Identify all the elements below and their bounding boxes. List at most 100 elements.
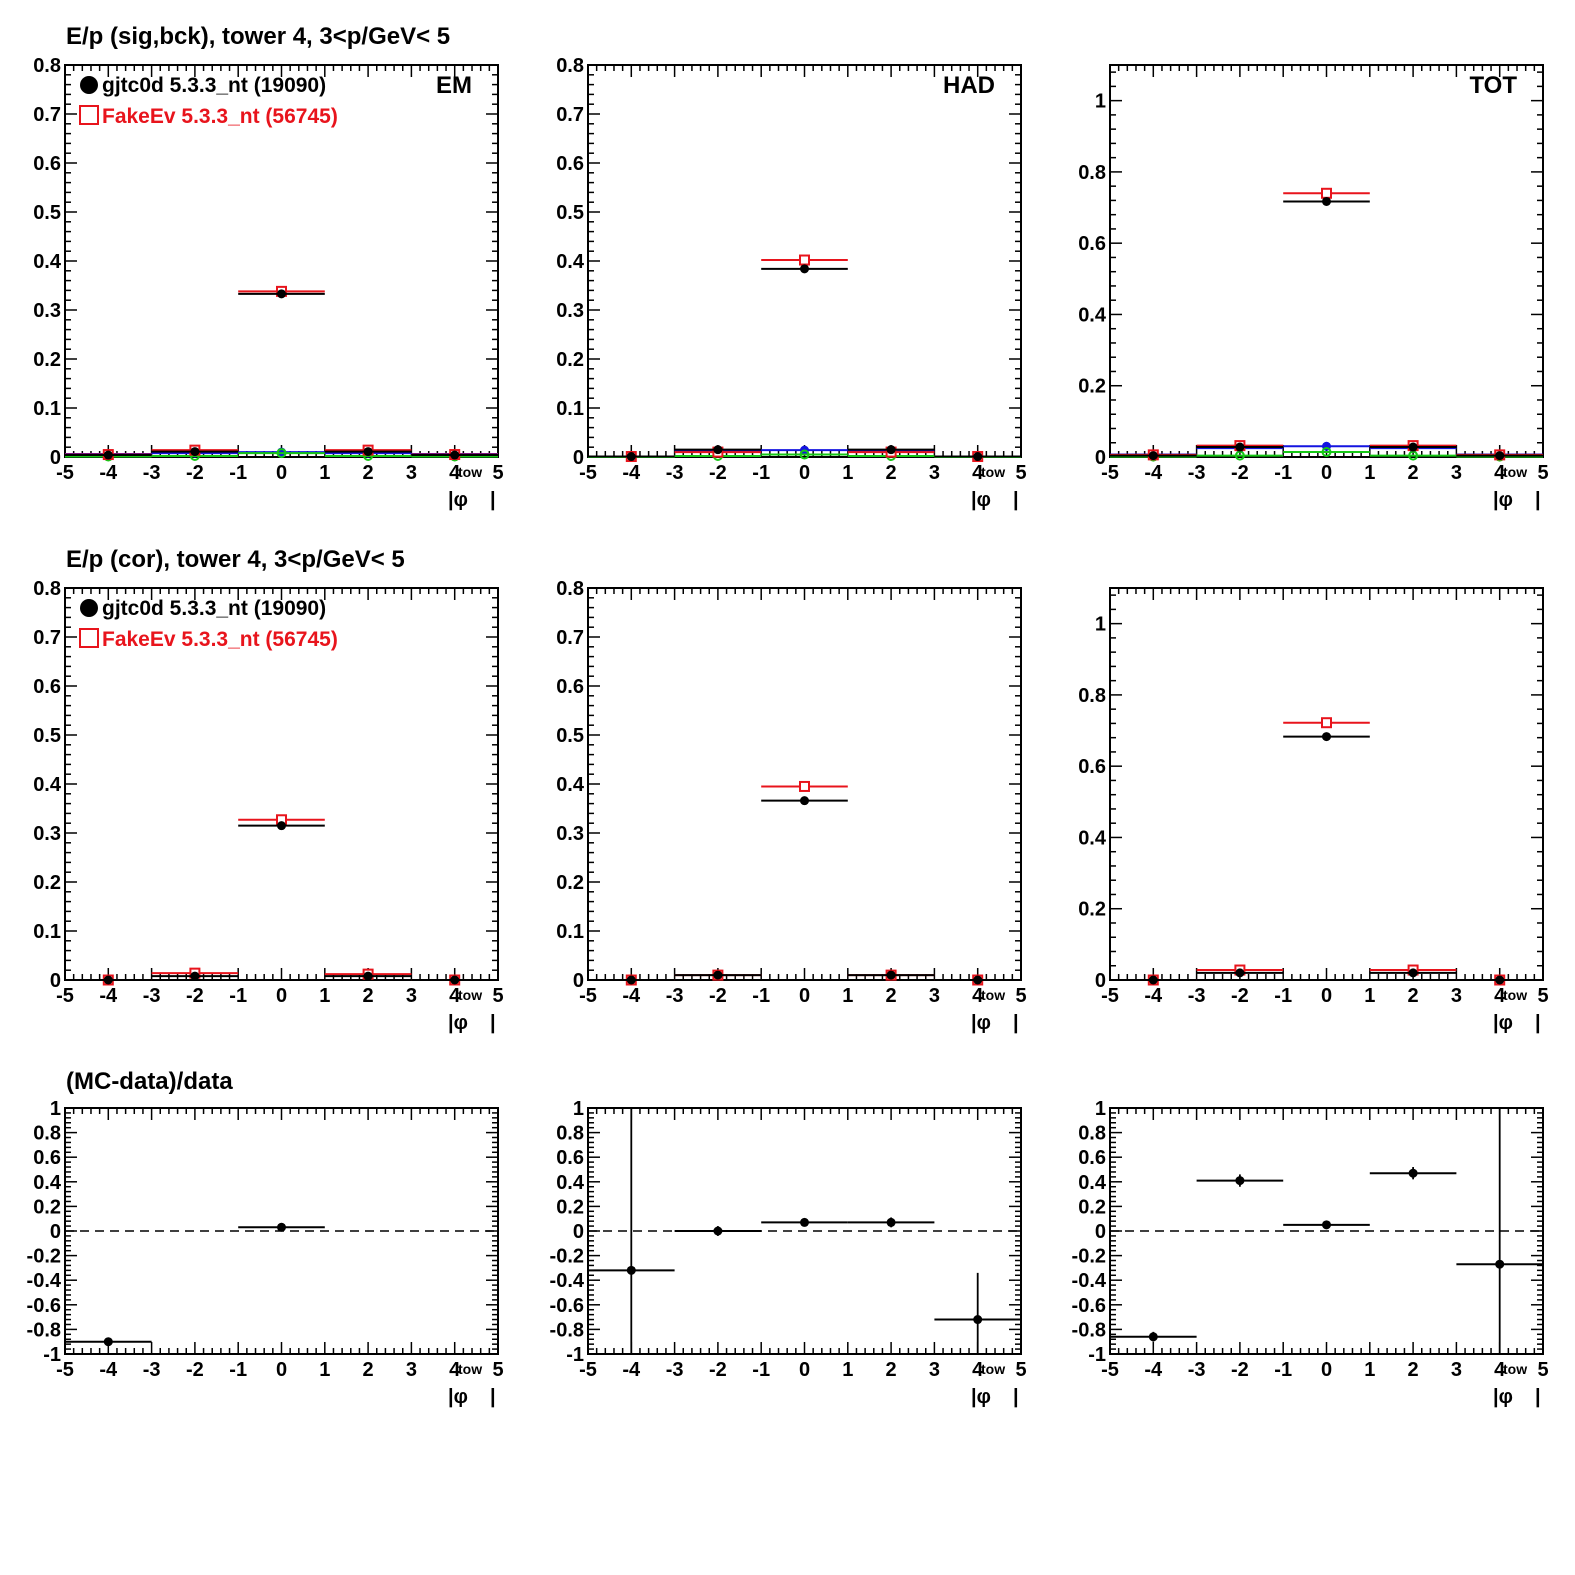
x-tick-label: -5 [1101,462,1119,484]
x-tick-label: -1 [1274,462,1292,484]
y-tick-label: 0.5 [556,725,584,747]
x-tick-label: -2 [186,985,204,1007]
y-tick-label: 0.3 [556,823,584,845]
x-tick-label: -2 [1231,985,1249,1007]
x-tick-label: -2 [709,462,727,484]
x-tick-label: 0 [1321,462,1332,484]
data-point [886,970,896,980]
data-point [190,447,200,457]
y-tick-label: 0.2 [556,872,584,894]
x-tick-label: 2 [363,462,374,484]
data-point [1148,1332,1158,1342]
y-tick-label: -0.4 [1072,1270,1107,1292]
x-axis-title: |φ [1493,1012,1513,1034]
x-axis-title: |φ [448,1386,468,1408]
y-tick-label: 0.6 [1078,1147,1106,1169]
y-tick-label: 0.2 [1078,1196,1106,1218]
x-tick-label: -1 [1274,1359,1292,1381]
y-tick-label: -0.6 [27,1295,61,1317]
y-tick-label: 0.6 [33,676,61,698]
y-tick-label: 0.4 [33,1172,62,1194]
series-data [65,1222,325,1347]
x-tick-label: 1 [1364,985,1375,1007]
x-tick-label: -4 [99,1359,118,1381]
y-tick-label: 0 [50,970,61,992]
series-data [1110,196,1543,461]
x-tick-label: 5 [1537,462,1548,484]
x-tick-label: 5 [1537,1359,1548,1381]
y-tick-label: -0.8 [27,1319,61,1341]
data-point [1408,442,1418,452]
x-tick-label: 3 [406,985,417,1007]
y-tick-label: 0.3 [33,300,61,322]
data-point [1235,968,1245,978]
y-tick-label: -0.6 [1072,1295,1106,1317]
x-tick-label: 2 [1408,985,1419,1007]
y-tick-label: 1 [50,1098,61,1120]
legend: gjtc0d 5.3.3_nt (19090) FakeEv 5.3.3_nt (… [79,74,338,128]
series-mc [65,814,498,986]
x-tick-label: 2 [1408,1359,1419,1381]
series-mc [1110,187,1543,461]
x-tick-label: -3 [1188,985,1206,1007]
x-axis-title-sub: tow [1503,1361,1527,1377]
data-point [799,780,810,792]
x-tick-label: -1 [229,1359,247,1381]
x-tick-label: -3 [1188,462,1206,484]
y-tick-label: 0.7 [33,627,61,649]
data-point [973,1315,983,1325]
data-point [1495,451,1505,461]
x-axis-title: |φ [971,489,991,511]
x-tick-label: 5 [1537,985,1548,1007]
x-tick-label: 4 [1494,985,1506,1007]
y-tick-label: 0.8 [1078,1123,1106,1145]
plot-frame [1109,64,1544,458]
x-axis-title-sub: tow [458,464,482,480]
y-tick-label: 0.6 [33,153,61,175]
data-point [363,447,373,457]
data-point [713,445,723,455]
x-tick-label: -2 [1231,1359,1249,1381]
x-tick-label: -2 [186,462,204,484]
data-point [626,975,636,985]
y-tick-label: 0 [50,1221,61,1243]
panel-sigbck-TOT: -5 -4 -3 -2 -1 0 1 2 3 4 5 0 0.2 0.4 0.6 0.8 1 |φ tow | TOT [1078,64,1549,511]
x-tick-label: 4 [449,985,461,1007]
series-mc [1110,717,1543,986]
data-point [800,796,809,806]
x-tick-label: -1 [752,1359,770,1381]
x-tick-label: 4 [972,1359,984,1381]
data-point [1321,447,1332,458]
legend-label-mc: FakeEv 5.3.3_nt (56745) [102,105,338,128]
x-axis-title-end: | [1535,1386,1541,1408]
panel-cor-HAD: -5 -4 -3 -2 -1 0 1 2 3 4 5 0 0.1 0.2 0.3 0.4 0.5 0.6 0.7 0.… [556,578,1026,1034]
y-tick-label: 0.5 [33,725,61,747]
y-tick-label: 0.7 [33,104,61,126]
x-axis-title-sub: tow [1503,987,1527,1003]
x-tick-label: 5 [1015,462,1026,484]
x-tick-label: -1 [752,462,770,484]
panel-sigbck-HAD: -5 -4 -3 -2 -1 0 1 2 3 4 5 0 0.1 0.2 0.3 0.4 0.5 0.6 0.7 0.… [556,55,1026,511]
x-axis-title: |φ [971,1386,991,1408]
data-point [1495,1259,1505,1269]
x-tick-label: 0 [1321,1359,1332,1381]
legend-marker-mc [79,628,99,648]
y-tick-label: 0.6 [556,153,584,175]
legend-label-data: gjtc0d 5.3.3_nt (19090) [102,597,326,620]
data-point [363,971,373,981]
data-point [886,445,896,455]
x-tick-label: 1 [1364,1359,1375,1381]
x-axis-title-sub: tow [981,987,1005,1003]
panel-label: HAD [943,72,995,99]
x-tick-label: -1 [752,985,770,1007]
y-tick-label: 0.3 [33,823,61,845]
x-axis-title: |φ [1493,1386,1513,1408]
x-axis-title: |φ [448,1012,468,1034]
x-tick-label: 2 [363,985,374,1007]
x-tick-label: 3 [929,1359,940,1381]
data-point [973,452,983,462]
x-tick-label: -5 [579,985,597,1007]
x-axis-title-sub: tow [981,1361,1005,1377]
y-tick-label: 0.2 [1078,376,1106,398]
data-point [973,975,983,985]
